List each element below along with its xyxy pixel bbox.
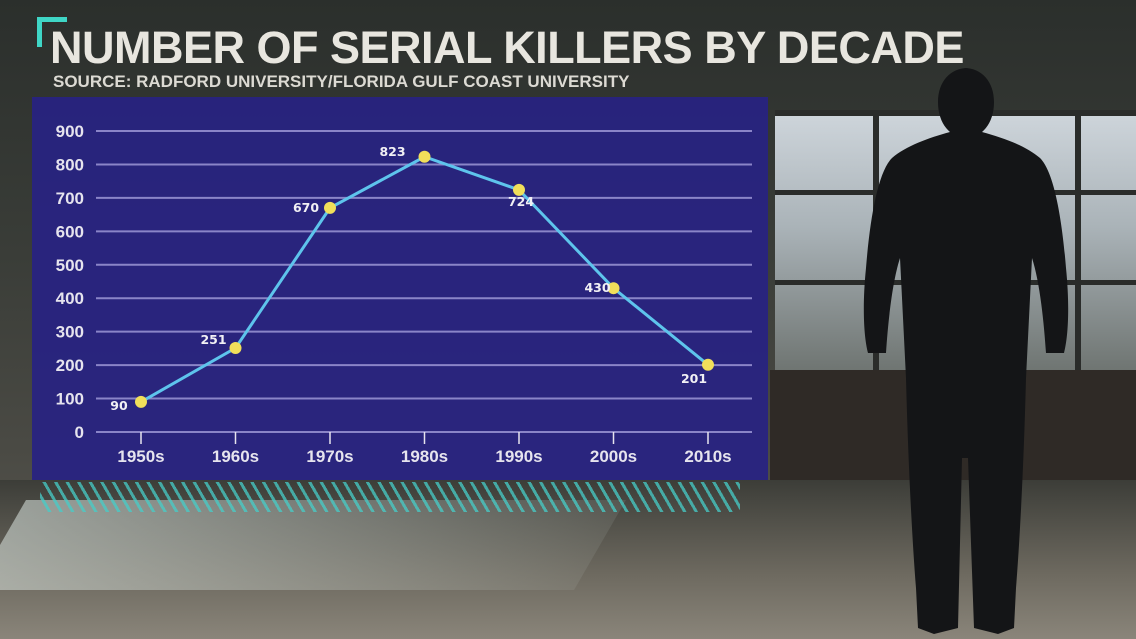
data-point: [702, 358, 714, 371]
y-tick-label: 900: [56, 122, 84, 141]
data-point: [135, 395, 147, 408]
data-label: 90: [110, 398, 128, 413]
y-tick-label: 700: [56, 189, 84, 208]
chart-title: NUMBER OF SERIAL KILLERS BY DECADE: [50, 22, 964, 73]
y-tick-label: 100: [56, 390, 84, 409]
person-silhouette: [863, 68, 1069, 634]
x-tick-label: 1980s: [401, 447, 448, 466]
y-tick-label: 500: [56, 256, 84, 275]
data-point: [607, 282, 620, 295]
data-point: [513, 183, 525, 196]
chart-panel: [32, 97, 768, 480]
data-label: 251: [200, 332, 226, 347]
x-tick-label: 1990s: [495, 447, 542, 466]
y-tick-label: 0: [75, 423, 84, 442]
x-tick-label: 1960s: [212, 447, 259, 466]
data-label: 724: [508, 194, 534, 209]
y-tick-label: 800: [56, 155, 84, 174]
x-tick-label: 1970s: [306, 447, 353, 466]
data-label: 430: [584, 280, 610, 295]
x-tick-label: 2000s: [590, 447, 637, 466]
y-tick-label: 200: [56, 356, 84, 375]
data-label: 670: [293, 200, 319, 215]
data-label: 823: [379, 144, 405, 159]
y-tick-label: 400: [56, 289, 84, 308]
y-tick-label: 300: [56, 323, 84, 342]
chart-source: SOURCE: RADFORD UNIVERSITY/FLORIDA GULF …: [53, 72, 630, 91]
y-tick-label: 600: [56, 222, 84, 241]
x-tick-label: 2010s: [684, 447, 731, 466]
data-point: [418, 150, 431, 163]
decorative-stripes: [40, 482, 740, 512]
data-point: [229, 342, 242, 355]
x-tick-label: 1950s: [117, 447, 164, 466]
accent-corner: [37, 17, 67, 47]
data-label: 201: [681, 371, 707, 386]
data-point: [324, 201, 336, 214]
